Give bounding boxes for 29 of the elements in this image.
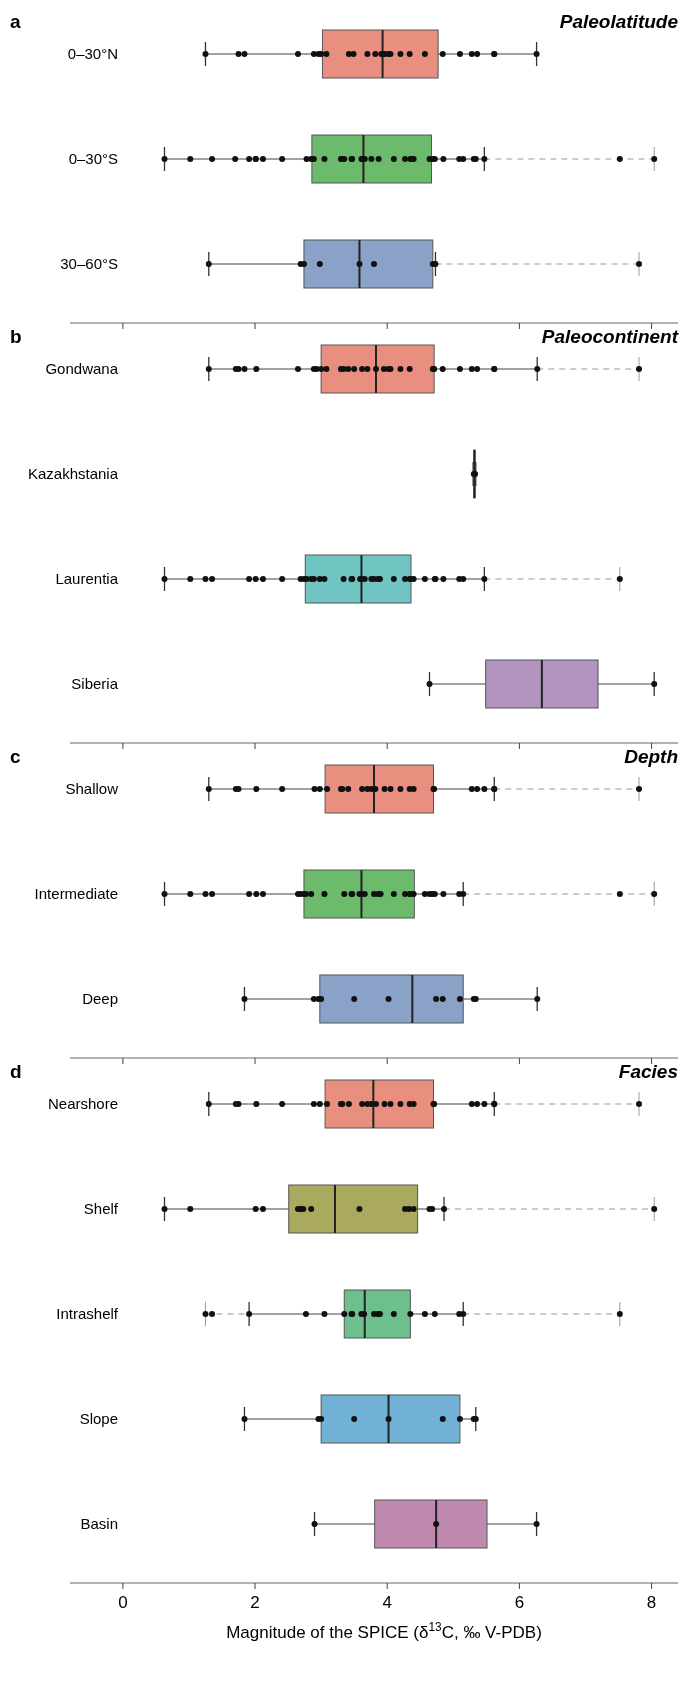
x-tick-label: 6 — [514, 1593, 525, 1612]
text: Depth — [624, 746, 678, 767]
text: Paleocontinent — [541, 326, 679, 347]
y-tick-label: Shelf — [83, 1200, 119, 1217]
y-tick-label: Siberia — [71, 675, 119, 692]
y-tick-label: Intermediate — [34, 885, 118, 902]
y-tick-label: Nearshore — [47, 1095, 118, 1112]
x-tick-label: 4 — [382, 1593, 392, 1612]
text: Facies — [618, 1061, 678, 1082]
y-tick-label: Shallow — [65, 780, 119, 797]
text: b — [10, 326, 22, 347]
x-axis-title: Magnitude of the SPICE (δ$^{13}$C, ‰ V-PDB) — [226, 1620, 542, 1642]
y-tick-label: Slope — [79, 1410, 118, 1427]
x-tick-label: 8 — [646, 1593, 657, 1612]
y-tick-label: 30–60°S — [60, 255, 118, 272]
y-tick-label: Gondwana — [45, 360, 119, 377]
y-tick-label: Laurentia — [55, 570, 119, 587]
text: a — [10, 11, 21, 32]
x-tick-label: 0 — [118, 1593, 128, 1612]
y-tick-label: Intrashelf — [56, 1305, 119, 1322]
x-tick-label: 2 — [250, 1593, 260, 1612]
y-tick-label: 0–30°N — [67, 45, 118, 62]
y-tick-label: Kazakhstania — [27, 465, 119, 482]
text: d — [10, 1061, 22, 1082]
y-tick-label: Deep — [82, 990, 118, 1007]
y-tick-label: 0–30°S — [68, 150, 118, 167]
y-tick-label: Basin — [80, 1515, 118, 1532]
text: c — [10, 746, 21, 767]
text: Paleolatitude — [559, 11, 679, 32]
